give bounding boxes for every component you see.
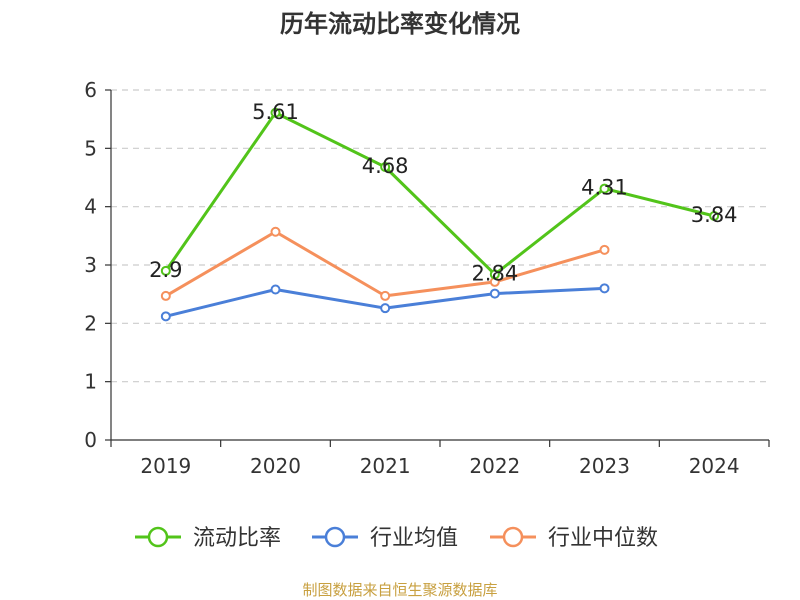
x-tick-label: 2023 bbox=[579, 454, 630, 478]
data-point bbox=[709, 211, 720, 221]
chart-title: 历年流动比率变化情况 bbox=[280, 10, 520, 38]
legend[interactable]: 流动比率 行业均值 行业中位数 bbox=[135, 526, 658, 551]
series-line bbox=[164, 111, 715, 276]
legend-item[interactable]: 行业中位数 bbox=[490, 526, 658, 551]
y-tick-label: 2 bbox=[84, 311, 97, 335]
data-label: 3.84 bbox=[691, 203, 738, 227]
axes: 0 1 2 3 4 5 6 2019 2020 2021 2022 2023 2024 bbox=[84, 78, 770, 478]
data-point bbox=[489, 288, 500, 299]
x-tick-label: 2021 bbox=[360, 454, 411, 478]
data-point bbox=[380, 162, 391, 172]
legend-label: 行业均值 bbox=[370, 526, 458, 551]
series-group bbox=[160, 107, 720, 322]
data-point bbox=[270, 284, 281, 295]
x-tick-label: 2020 bbox=[250, 454, 301, 478]
y-tick-label: 6 bbox=[84, 78, 97, 102]
data-label: 4.31 bbox=[581, 176, 628, 200]
legend-label: 流动比率 bbox=[193, 526, 281, 551]
data-point bbox=[160, 290, 171, 301]
legend-marker bbox=[324, 526, 346, 548]
x-tick-label: 2024 bbox=[689, 454, 740, 478]
grid-lines bbox=[111, 89, 769, 383]
y-tick-label: 1 bbox=[84, 370, 97, 394]
legend-item[interactable]: 行业均值 bbox=[312, 526, 458, 551]
legend-label: 行业中位数 bbox=[548, 526, 658, 551]
legend-item[interactable]: 流动比率 bbox=[135, 526, 281, 551]
legend-marker bbox=[147, 526, 169, 548]
y-tick-label: 0 bbox=[84, 428, 97, 452]
data-label: 2.9 bbox=[149, 258, 182, 282]
x-tick-label: 2022 bbox=[469, 454, 520, 478]
data-label: 5.61 bbox=[252, 100, 299, 124]
data-point bbox=[270, 107, 281, 118]
legend-marker bbox=[502, 526, 524, 548]
source-note: 制图数据来自恒生聚源数据库 bbox=[302, 581, 497, 599]
data-point bbox=[160, 265, 171, 276]
data-label: 4.68 bbox=[362, 154, 409, 178]
data-point bbox=[380, 303, 391, 314]
y-tick-label: 3 bbox=[84, 253, 97, 277]
x-tick-label: 2019 bbox=[140, 454, 191, 478]
data-point bbox=[599, 244, 610, 255]
data-point bbox=[380, 290, 391, 301]
y-tick-label: 5 bbox=[84, 136, 97, 160]
data-point bbox=[489, 269, 500, 280]
data-point bbox=[599, 183, 610, 194]
data-label: 2.84 bbox=[471, 261, 518, 285]
data-point bbox=[160, 311, 171, 322]
data-point bbox=[599, 283, 610, 294]
data-labels: 2.9 5.61 4.68 2.84 4.31 3.84 bbox=[149, 100, 737, 286]
y-tick-label: 4 bbox=[84, 195, 97, 219]
data-point bbox=[270, 226, 281, 237]
